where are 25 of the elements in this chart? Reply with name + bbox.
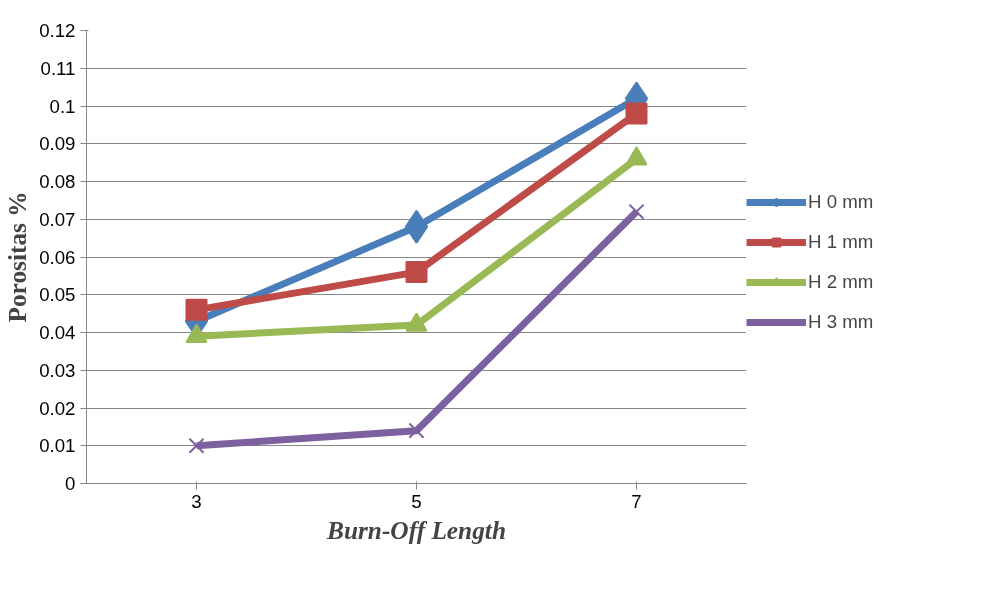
y-tick-label: 0.12 [39,20,76,41]
legend-label: H 2 mm [808,271,874,293]
y-tick-label: 0.1 [49,95,76,117]
y-tick-label: 0.03 [39,359,76,381]
x-tick-label: 3 [191,490,202,512]
legend-label: H 3 mm [808,311,874,333]
point [628,203,645,220]
y-tick-label: 0.04 [39,322,76,343]
legend-label: H 1 mm [808,231,874,253]
legend-label: H 0 mm [808,191,874,213]
y-tick-label: 0.05 [39,284,76,306]
y-tick-label: 0.08 [39,171,76,192]
y-tick-label: 0.09 [39,133,76,155]
y-tick-label: 0.06 [39,246,76,268]
y-tick-label: 0.11 [40,57,76,79]
y-tick-label: 0.01 [39,435,76,457]
point [408,422,425,439]
point [188,437,205,454]
x-tick-label: 7 [631,490,642,512]
x-axis-title: Burn-Off Length [326,515,506,544]
y-tick-label: 0 [65,473,76,494]
y-tick-label: 0.02 [39,397,76,419]
y-axis-title: Porositas % [3,191,32,323]
x-tick-label: 5 [411,490,422,512]
y-tick-label: 0.07 [39,208,76,230]
